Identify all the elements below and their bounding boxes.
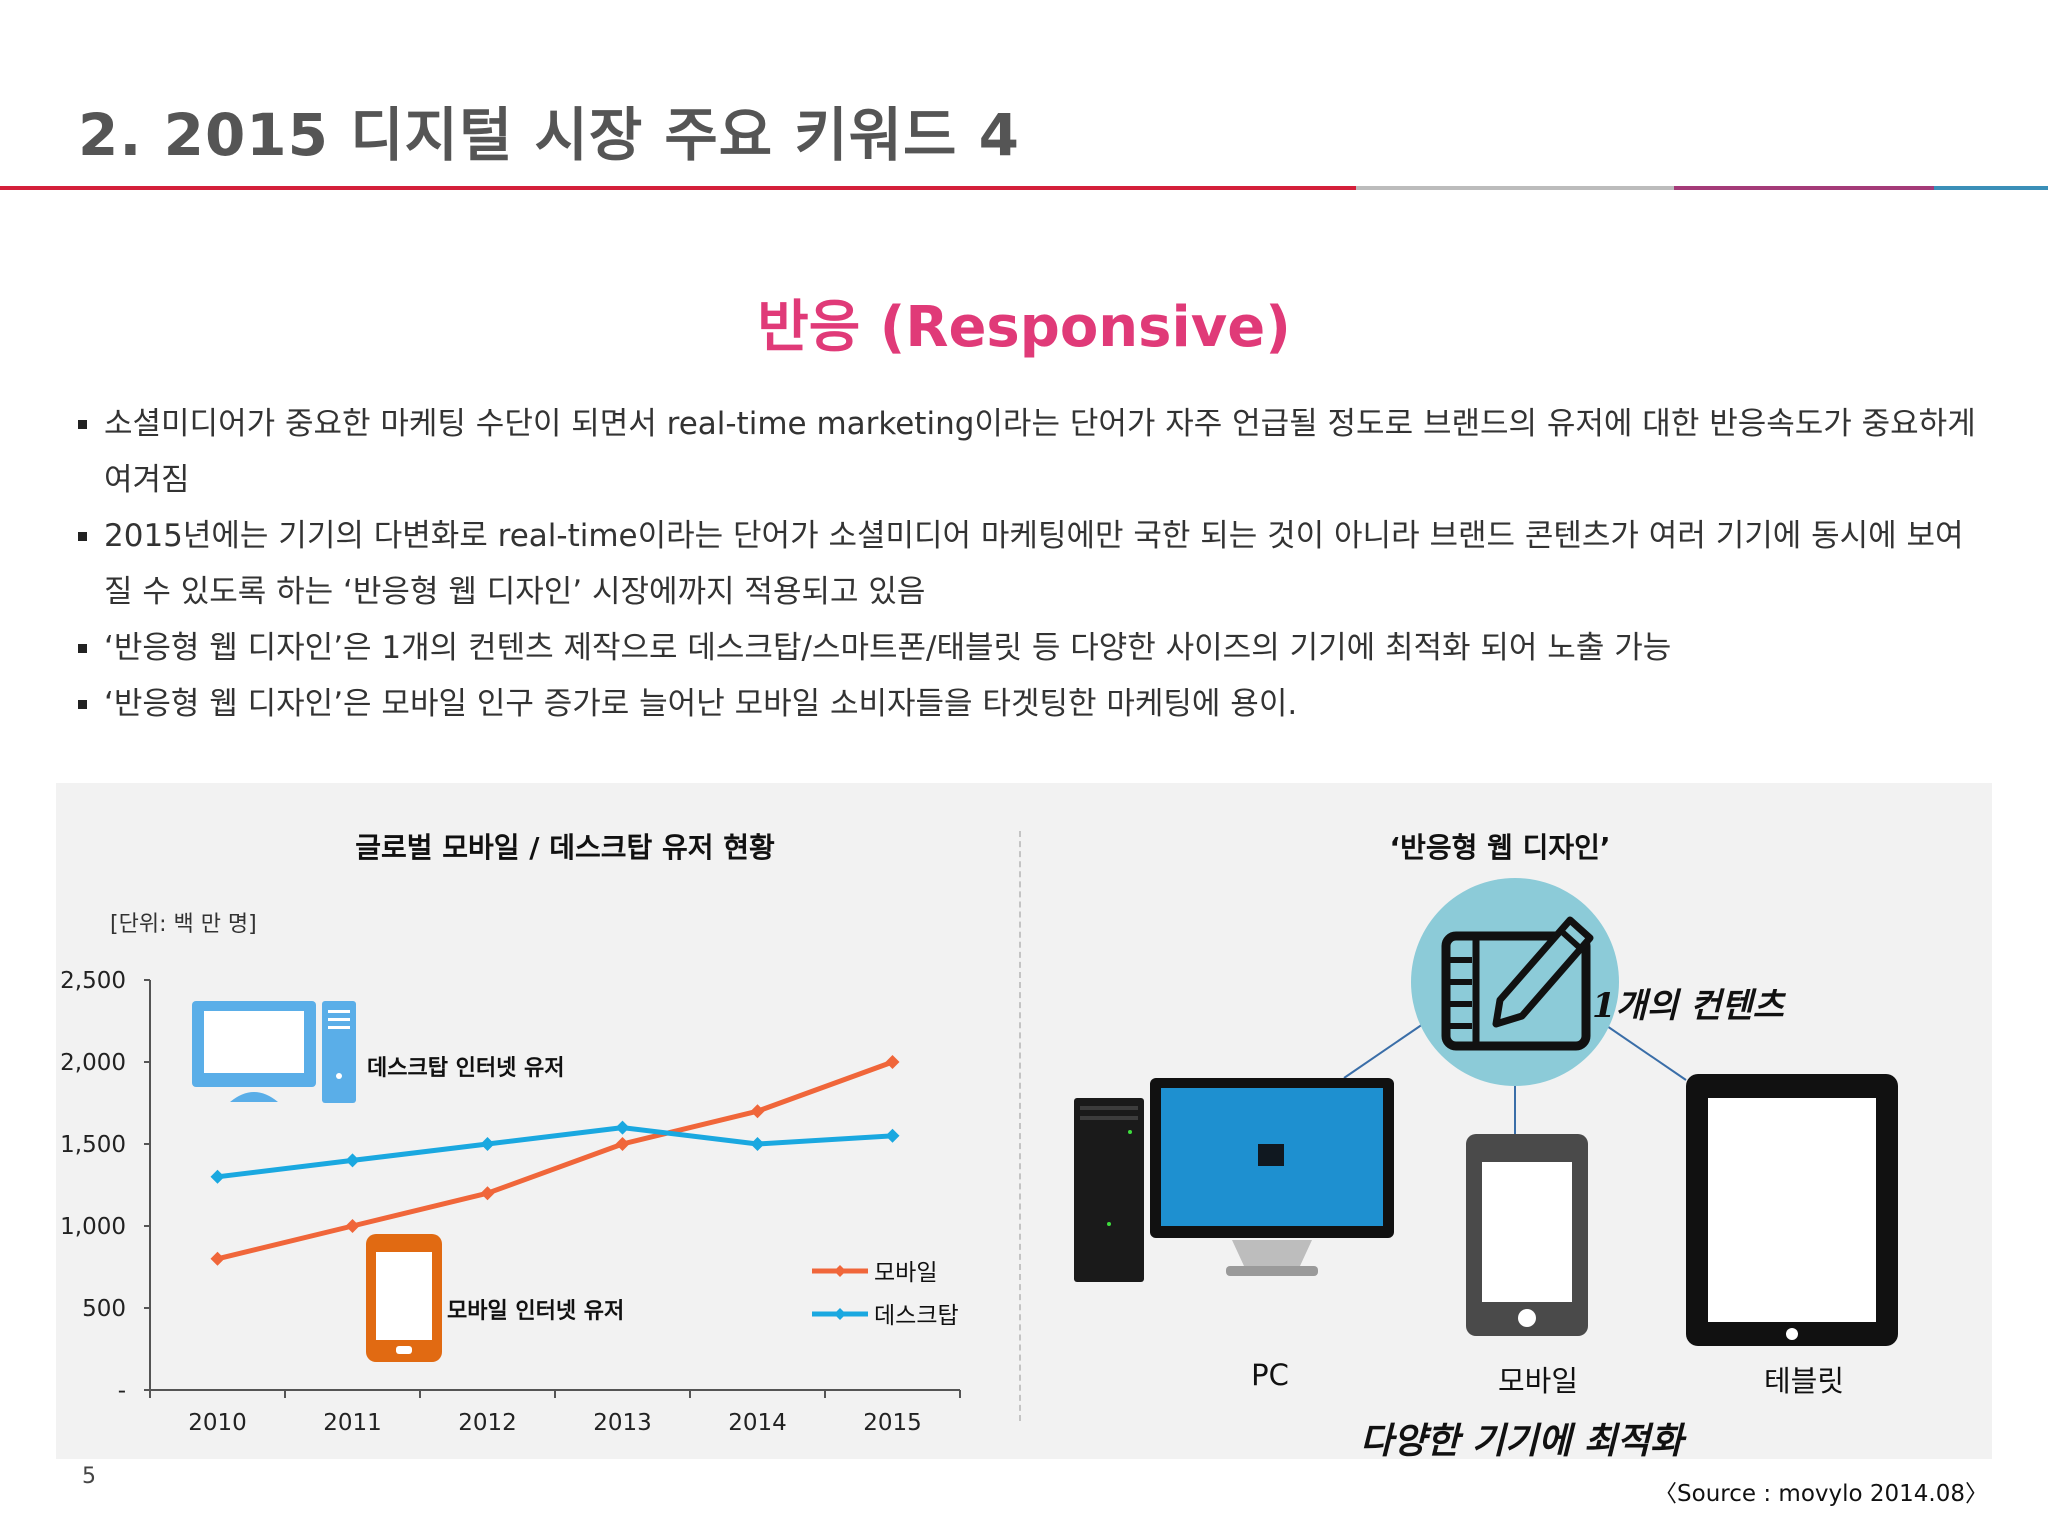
header-rule-blue [1934, 186, 2048, 190]
tablet-device-icon [1686, 1074, 1898, 1346]
mobile-data-point [885, 1055, 900, 1069]
desktop-data-point [210, 1169, 225, 1184]
device-label-mobile: 모바일 [1497, 1364, 1579, 1398]
legend-marker-mobile [834, 1265, 846, 1277]
bullet-item: 2015년에는 기기의 다변화로 real-time이라는 단어가 소셜미디어 … [76, 508, 1976, 620]
header-rule-red [0, 186, 1356, 190]
legend-label-desktop: 데스크탑 [874, 1303, 959, 1329]
legend-marker-desktop [834, 1308, 846, 1320]
pc-icon [1074, 1078, 1394, 1282]
source-credit: Source : movylo 2014.08 [1654, 1474, 1988, 1508]
legend-label-mobile: 모바일 [874, 1260, 937, 1286]
x-tick-label: 2013 [593, 1410, 652, 1436]
section-headline: 반응 (Responsive) [757, 295, 1291, 360]
mobile-data-point [345, 1219, 360, 1233]
panel-divider [1019, 831, 1021, 1421]
x-tick-label: 2015 [863, 1410, 922, 1436]
header-rule-gray [1356, 186, 1674, 190]
optimize-label: 다양한 기기에 최적화 [1360, 1420, 1684, 1462]
page-number: 5 [82, 1464, 96, 1489]
slide-title: 2. 2015 디지털 시장 주요 키워드 4 [78, 101, 1020, 169]
desktop-data-point [750, 1137, 765, 1151]
chart-unit-label: [단위: 백 만 명] [110, 912, 257, 937]
mobile-annotation: 모바일 인터넷 유저 [447, 1299, 624, 1324]
mobile-phone-icon [366, 1234, 442, 1362]
mobile-data-point [750, 1104, 765, 1119]
desktop-data-point [615, 1120, 630, 1135]
y-tick-label: 500 [82, 1296, 126, 1322]
phone-device-icon [1466, 1134, 1588, 1336]
content-pen-icon [1411, 878, 1619, 1086]
x-tick-label: 2014 [728, 1410, 787, 1436]
mobile-data-point [615, 1137, 630, 1151]
chart-title: 글로벌 모바일 / 데스크탑 유저 현황 [355, 831, 775, 864]
bullet-list: 소셜미디어가 중요한 마케팅 수단이 되면서 real-time marketi… [76, 396, 1976, 732]
responsive-title: ‘반응형 웹 디자인’ [1389, 831, 1611, 864]
mobile-series-line [216, 1059, 894, 1262]
y-tick-label: 1,000 [60, 1214, 126, 1240]
desktop-annotation: 데스크탑 인터넷 유저 [367, 1056, 564, 1081]
mobile-data-point [210, 1251, 225, 1266]
x-tick-label: 2010 [188, 1410, 247, 1436]
x-tick-label: 2012 [458, 1410, 517, 1436]
desktop-computer-icon [192, 1001, 356, 1103]
y-tick-label: 2,000 [60, 1050, 126, 1076]
desktop-series-line [217, 1125, 893, 1180]
x-tick-label: 2011 [323, 1410, 382, 1436]
device-label-tablet: 테블릿 [1763, 1364, 1845, 1398]
mobile-data-point [480, 1186, 495, 1201]
bullet-item: 소셜미디어가 중요한 마케팅 수단이 되면서 real-time marketi… [76, 396, 1976, 508]
desktop-data-point [480, 1137, 495, 1151]
header-rule-purple [1674, 186, 1934, 190]
desktop-data-point [345, 1153, 360, 1168]
y-tick-label: - [118, 1378, 126, 1404]
device-label-pc: PC [1251, 1358, 1289, 1392]
content-label: 1개의 컨텐츠 [1592, 986, 1784, 1026]
y-tick-label: 1,500 [60, 1132, 126, 1158]
connector-lines [1343, 1023, 1687, 1136]
bullet-item: ‘반응형 웹 디자인’은 1개의 컨텐츠 제작으로 데스크탑/스마트폰/태블릿 … [76, 620, 1976, 676]
y-tick-label: 2,500 [60, 968, 126, 994]
desktop-data-point [885, 1128, 900, 1143]
bullet-item: ‘반응형 웹 디자인’은 모바일 인구 증가로 늘어난 모바일 소비자들을 타겟… [76, 676, 1976, 732]
